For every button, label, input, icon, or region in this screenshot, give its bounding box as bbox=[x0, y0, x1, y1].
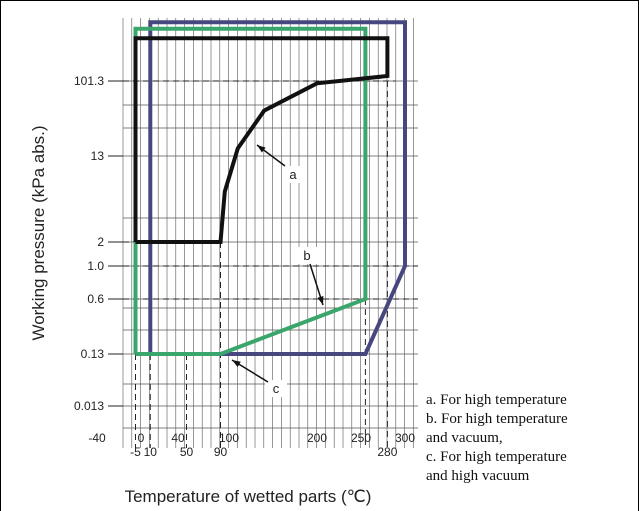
x-tick-label: 40 bbox=[171, 431, 185, 445]
series-boundary-b bbox=[133, 26, 368, 356]
y-tick-label: 2 bbox=[97, 235, 104, 249]
y-tick-label: 1.0 bbox=[87, 259, 104, 273]
callout-c-label: c bbox=[273, 381, 280, 396]
legend-entry-c: c. For high temperature bbox=[426, 449, 567, 465]
callout-b-background bbox=[296, 247, 318, 264]
x-tick-label-secondary: 90 bbox=[214, 445, 228, 459]
legend-entry-b-cont: and vacuum, bbox=[426, 430, 503, 446]
y-axis-title: Working pressure (kPa abs.) bbox=[29, 125, 48, 340]
y-tick-label: 101.3 bbox=[74, 74, 104, 88]
x-tick-label: 200 bbox=[307, 431, 327, 445]
callout-c-arrowhead bbox=[232, 360, 241, 368]
x-tick-label: 0 bbox=[138, 431, 145, 445]
series-boundary-c bbox=[148, 20, 407, 356]
x-tick-label-secondary: 10 bbox=[144, 445, 158, 459]
callout-a-background bbox=[282, 166, 304, 183]
x-tick-label: 250 bbox=[351, 431, 371, 445]
y-tick-label: 0.6 bbox=[87, 292, 104, 306]
y-tick-label: 13 bbox=[91, 149, 105, 163]
x-tick-label: 300 bbox=[395, 431, 415, 445]
callout-a-label: a bbox=[289, 167, 297, 182]
x-tick-label-secondary: 50 bbox=[180, 445, 194, 459]
x-tick-label: 100 bbox=[219, 431, 239, 445]
callout-c-background bbox=[265, 380, 287, 397]
callout-a-arrowhead bbox=[257, 145, 266, 153]
y-tick-label: 0.013 bbox=[74, 399, 104, 413]
legend-entry-a: a. For high temperature bbox=[426, 392, 567, 408]
x-tick-label-secondary: 280 bbox=[377, 445, 397, 459]
y-tick-label: 0.13 bbox=[81, 347, 105, 361]
series-boundary-a bbox=[133, 36, 390, 244]
callout-b-label: b bbox=[303, 248, 310, 263]
x-tick-label: -40 bbox=[88, 431, 106, 445]
x-axis-title: Temperature of wetted parts (℃) bbox=[125, 487, 372, 506]
callout-b-arrowhead bbox=[317, 296, 324, 305]
legend-entry-c-cont: and high vacuum bbox=[426, 468, 530, 484]
legend: a. For high temperature b. For high temp… bbox=[426, 391, 639, 486]
x-tick-label-secondary: -5 bbox=[130, 445, 141, 459]
legend-entry-b: b. For high temperature bbox=[426, 411, 568, 427]
